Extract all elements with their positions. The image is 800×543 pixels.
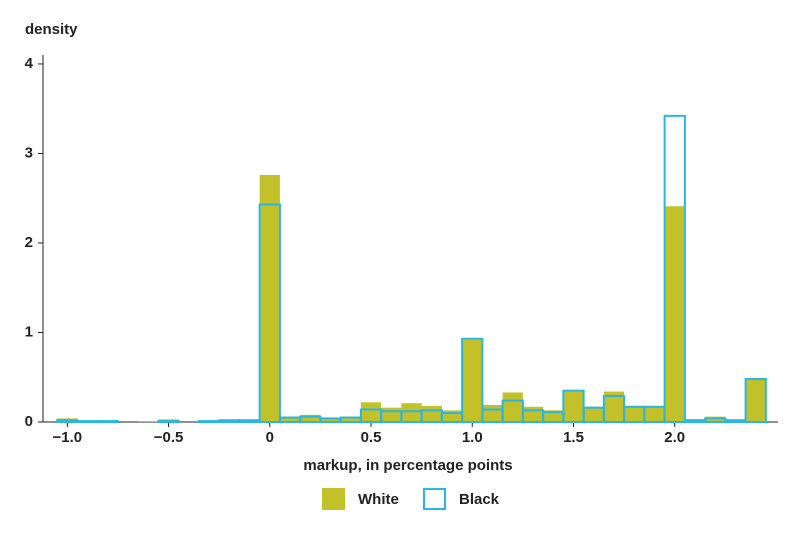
y-tick-label: 2 bbox=[25, 234, 33, 251]
bar bbox=[441, 410, 463, 422]
legend-label: White bbox=[358, 491, 399, 508]
bar bbox=[218, 419, 241, 423]
bar bbox=[462, 339, 483, 422]
bar bbox=[663, 114, 686, 424]
x-tick-label: 2.0 bbox=[664, 429, 685, 446]
bar bbox=[340, 416, 361, 422]
bar bbox=[56, 419, 79, 423]
bar bbox=[563, 391, 584, 422]
bar bbox=[259, 174, 280, 422]
x-tick-label: −0.5 bbox=[154, 429, 184, 446]
bar bbox=[482, 404, 503, 422]
bar bbox=[238, 419, 261, 423]
bar bbox=[724, 419, 747, 423]
bar bbox=[381, 407, 402, 422]
legend-swatch bbox=[423, 488, 446, 510]
x-tick-label: 1.5 bbox=[563, 429, 584, 446]
bar bbox=[320, 417, 341, 422]
y-tick-label: 3 bbox=[25, 144, 33, 161]
bar bbox=[583, 406, 604, 422]
y-tick-label: 4 bbox=[25, 55, 34, 72]
bar bbox=[76, 420, 99, 424]
bar bbox=[279, 416, 301, 422]
bar bbox=[745, 379, 766, 422]
legend-label: Black bbox=[459, 491, 500, 508]
bar bbox=[421, 405, 442, 422]
bar bbox=[300, 414, 321, 422]
y-tick-label: 1 bbox=[25, 323, 33, 340]
bar bbox=[603, 391, 625, 422]
bar bbox=[664, 206, 685, 422]
x-axis-label: markup, in percentage points bbox=[303, 457, 512, 474]
bar bbox=[258, 203, 281, 423]
bar bbox=[562, 389, 585, 424]
bar bbox=[138, 421, 159, 422]
bar bbox=[624, 405, 645, 422]
y-tick-label: 0 bbox=[25, 413, 33, 430]
bar bbox=[744, 378, 767, 424]
legend-swatch bbox=[322, 488, 345, 510]
x-tick-label: 0 bbox=[266, 429, 274, 446]
x-tick-label: 1.0 bbox=[462, 429, 483, 446]
y-axis-label: density bbox=[25, 21, 78, 38]
bar bbox=[502, 392, 523, 422]
bar bbox=[644, 406, 665, 422]
bar bbox=[360, 402, 382, 422]
bar bbox=[401, 403, 422, 422]
x-tick-label: 0.5 bbox=[361, 429, 382, 446]
x-tick-label: −1.0 bbox=[52, 429, 82, 446]
bar bbox=[96, 420, 119, 424]
bar bbox=[543, 410, 564, 422]
bar bbox=[683, 419, 707, 423]
bar bbox=[461, 337, 484, 423]
bar bbox=[197, 420, 221, 424]
bar bbox=[157, 420, 180, 424]
bar bbox=[522, 406, 544, 422]
